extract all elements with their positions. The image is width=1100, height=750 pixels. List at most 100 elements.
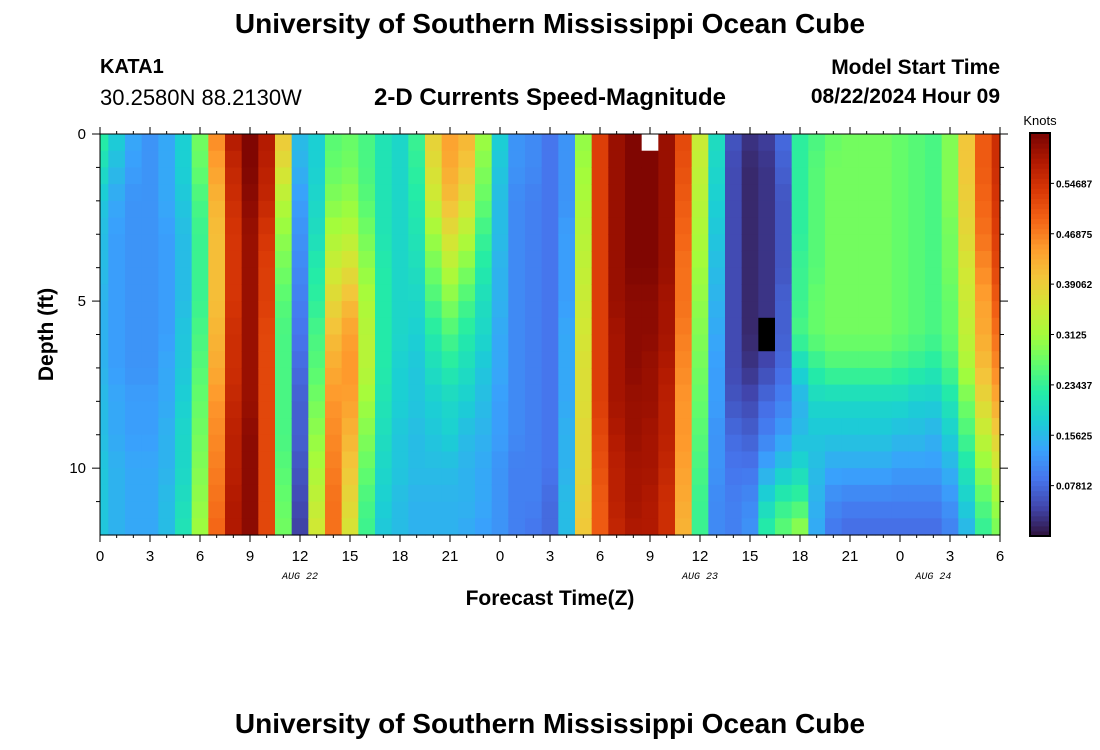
heatmap-cell — [241, 184, 259, 202]
heatmap-cell — [775, 518, 793, 536]
colorbar-segment — [1030, 515, 1050, 522]
heatmap-cell — [375, 367, 393, 386]
heatmap-cell — [258, 284, 276, 302]
heatmap-cell — [525, 451, 543, 469]
heatmap-cell — [508, 267, 526, 285]
heatmap-cell — [108, 317, 126, 336]
heatmap-cell — [675, 284, 693, 302]
heatmap-cell — [625, 301, 643, 319]
heatmap-cell — [458, 250, 476, 269]
heatmap-cell — [100, 518, 109, 536]
heatmap-cell — [141, 384, 159, 402]
heatmap-cell — [541, 317, 559, 336]
heatmap-cell — [608, 150, 626, 169]
heatmap-cell — [100, 351, 109, 369]
heatmap-cell — [358, 267, 376, 285]
heatmap-cell — [358, 217, 376, 235]
heatmap-cell — [158, 518, 176, 536]
heatmap-cell — [225, 301, 243, 319]
heatmap-cell — [558, 250, 576, 269]
heatmap-cell — [341, 317, 359, 336]
heatmap-cell — [525, 351, 543, 369]
heatmap-cell — [325, 217, 343, 235]
heatmap-cell — [108, 301, 126, 319]
heatmap-cell — [358, 234, 376, 252]
heatmap-cell — [725, 468, 743, 486]
heatmap-cell — [691, 468, 709, 486]
heatmap-cell — [175, 150, 193, 169]
heatmap-cell — [458, 167, 476, 185]
heatmap-cell — [125, 501, 143, 519]
heatmap-cell — [625, 150, 643, 169]
heatmap-cell — [325, 167, 343, 185]
heatmap-cell — [158, 267, 176, 285]
heatmap-cell — [100, 150, 109, 169]
heatmap-cell — [275, 150, 293, 169]
heatmap-cell — [975, 134, 993, 152]
heatmap-cell — [925, 334, 943, 352]
x-tick-label: 9 — [646, 548, 654, 565]
colorbar-segment — [1030, 279, 1050, 285]
heatmap-cell — [225, 418, 243, 436]
colorbar-segment — [1030, 208, 1050, 215]
heatmap-cell — [758, 367, 776, 386]
heatmap-cell — [275, 434, 293, 453]
heatmap-cell — [258, 401, 276, 419]
heatmap-cell — [241, 301, 259, 319]
heatmap-cell — [291, 334, 309, 352]
heatmap-cell — [241, 468, 259, 486]
heatmap-cell — [241, 267, 259, 285]
heatmap-cell — [691, 301, 709, 319]
heatmap-cell — [491, 418, 509, 436]
y-tick-label: 0 — [78, 126, 86, 143]
station-coordinates: 30.2580N 88.2130W — [100, 85, 302, 110]
no-data-cell — [641, 134, 659, 151]
heatmap-cell — [958, 468, 976, 486]
heatmap-cell — [108, 518, 126, 536]
heatmap-cell — [358, 384, 376, 402]
heatmap-cell — [175, 367, 193, 386]
heatmap-cell — [575, 200, 593, 219]
heatmap-cell — [191, 150, 209, 169]
heatmap-cell — [675, 134, 693, 152]
heatmap-cell — [858, 200, 876, 219]
heatmap-cell — [641, 434, 659, 453]
heatmap-cell — [891, 434, 909, 453]
heatmap-cell — [100, 334, 109, 352]
heatmap-cell — [591, 134, 609, 152]
heatmap-cell — [258, 267, 276, 285]
heatmap-cell — [408, 418, 426, 436]
colorbar-segment — [1030, 253, 1050, 260]
heatmap-cell — [391, 434, 409, 453]
heatmap-cell — [508, 484, 526, 503]
heatmap-cell — [741, 468, 759, 486]
x-tick-label: 0 — [496, 548, 504, 565]
heatmap-cell — [191, 217, 209, 235]
heatmap-cell — [858, 401, 876, 419]
heatmap-cell — [625, 434, 643, 453]
heatmap-cell — [858, 134, 876, 152]
heatmap-cell — [775, 367, 793, 386]
heatmap-cell — [641, 167, 659, 185]
heatmap-cell — [991, 150, 1001, 169]
heatmap-cell — [591, 434, 609, 453]
heatmap-cell — [425, 267, 443, 285]
heatmap-cell — [975, 484, 993, 503]
heatmap-cell — [558, 184, 576, 202]
heatmap-cell — [925, 234, 943, 252]
heatmap-cell — [375, 451, 393, 469]
heatmap-cell — [808, 150, 826, 169]
heatmap-cell — [158, 134, 176, 152]
heatmap-chart: 0 3 6 9 12 15 18 21 0 3 6 9 12 15 18 21 0 3 6 AUG 22 AUG 23 A… — [35, 113, 1093, 610]
heatmap-cell — [191, 367, 209, 386]
heatmap-cell — [525, 468, 543, 486]
heatmap-cell — [958, 184, 976, 202]
heatmap-cell — [458, 367, 476, 386]
footer-title: University of Southern Mississippi Ocean… — [234, 708, 866, 739]
heatmap-cell — [158, 384, 176, 402]
heatmap-cell — [408, 301, 426, 319]
heatmap-cell — [975, 351, 993, 369]
heatmap-cell — [641, 317, 659, 336]
heatmap-cell — [191, 134, 209, 152]
heatmap-cell — [691, 418, 709, 436]
